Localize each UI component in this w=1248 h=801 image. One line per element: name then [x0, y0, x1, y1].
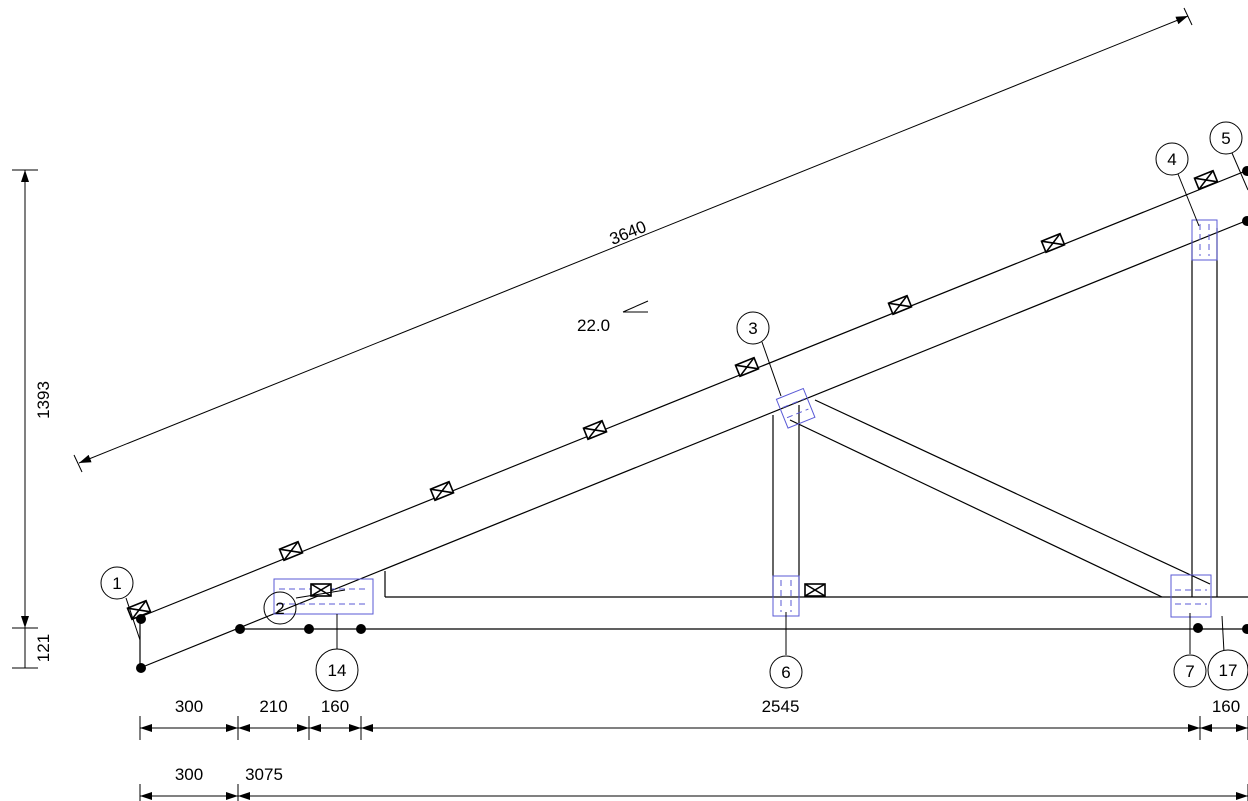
node-point	[304, 624, 314, 634]
restraint-marks	[126, 169, 1219, 621]
rafter-length-label: 3640	[607, 217, 649, 249]
restraint-mark	[734, 356, 760, 378]
node-bubble-17: 17	[1207, 649, 1248, 691]
dimension-label: 3075	[245, 765, 283, 784]
node-point	[1193, 623, 1203, 633]
height-dimension: 1393 121	[12, 169, 53, 669]
web-diagonal-lower-edge	[789, 419, 1163, 598]
plate-node-7	[1170, 574, 1212, 618]
plate-node-4	[1191, 219, 1218, 261]
total-height-label: 1393	[34, 381, 53, 419]
node-bubble-4: 4	[1155, 142, 1189, 176]
svg-text:3: 3	[748, 319, 757, 338]
restraint-mark	[429, 480, 455, 502]
bottom-dimension-chain: 300 3075	[139, 765, 1248, 801]
rafter-length-dimension: 3640	[73, 7, 1193, 473]
top-chord-upper-edge	[139, 169, 1248, 618]
node-point	[235, 624, 245, 634]
node-bubble-6: 6	[769, 655, 803, 689]
node-bubbles: 1 2 3 4 5 6 7 14	[100, 121, 1248, 692]
nail-plates	[273, 219, 1218, 618]
restraint-mark	[804, 583, 826, 597]
node-bubble-5: 5	[1209, 121, 1243, 155]
dimension-label: 160	[321, 697, 349, 716]
node-point	[356, 624, 366, 634]
node-bubble-1: 1	[100, 566, 134, 600]
pitch-annotation: 22.0	[577, 300, 649, 335]
svg-text:7: 7	[1185, 662, 1194, 681]
dimension-label: 210	[259, 697, 287, 716]
leader-lines	[125, 152, 1248, 655]
truss-members	[139, 169, 1248, 669]
node-point	[136, 663, 146, 673]
plate-node-6	[772, 575, 800, 617]
node-point	[1242, 166, 1248, 176]
node-point	[1242, 216, 1248, 226]
restraint-mark	[278, 540, 304, 562]
pitch-symbol-slope	[622, 300, 649, 313]
restraint-mark	[582, 419, 608, 441]
node-point	[136, 614, 146, 624]
support-nodes	[136, 166, 1248, 673]
node-bubble-2: 2	[263, 591, 297, 625]
restraint-mark	[1040, 232, 1066, 254]
dimension-label: 300	[175, 697, 203, 716]
svg-text:2: 2	[275, 599, 284, 618]
node-bubble-3: 3	[736, 311, 770, 345]
dimension-label: 2545	[762, 697, 800, 716]
top-dimension-chain: 300 210 160 2545 160	[139, 697, 1248, 740]
node-bubble-7: 7	[1173, 654, 1207, 688]
top-chord-lower-edge	[139, 219, 1248, 669]
dimension-label: 300	[175, 765, 203, 784]
svg-text:14: 14	[328, 661, 347, 680]
svg-text:17: 17	[1219, 661, 1238, 680]
dimension-label: 160	[1212, 697, 1240, 716]
svg-text:1: 1	[112, 574, 121, 593]
restraint-mark	[887, 294, 913, 316]
svg-text:6: 6	[781, 663, 790, 682]
heel-height-label: 121	[34, 634, 53, 662]
svg-text:5: 5	[1221, 129, 1230, 148]
svg-text:4: 4	[1167, 150, 1176, 169]
node-bubble-14: 14	[315, 648, 359, 692]
web-diagonal-upper-edge	[814, 399, 1211, 585]
node-point	[1242, 624, 1248, 634]
pitch-value: 22.0	[577, 316, 610, 335]
restraint-mark	[1193, 169, 1219, 191]
